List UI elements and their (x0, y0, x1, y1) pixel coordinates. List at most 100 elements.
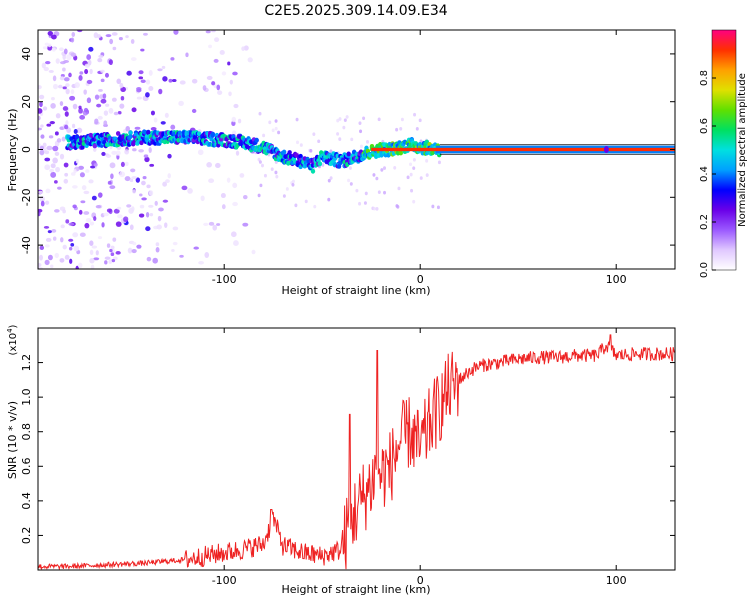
heatmap-noise-cell (229, 79, 233, 85)
heatmap-noise-cell (233, 103, 239, 109)
heatmap-noise-cell (38, 115, 41, 121)
heatmap-noise-cell (167, 173, 172, 179)
colorbar: 0.0 0.2 0.4 0.6 0.8 Normalized spectral ampl… (699, 29, 748, 278)
heatmap-noise-cell (115, 250, 121, 255)
heatmap-noise-cell (83, 190, 90, 195)
heatmap-noise-cell (90, 264, 95, 269)
heatmap-noise-cell (115, 150, 121, 156)
heatmap-noise-cell (98, 54, 104, 58)
heatmap-noise-cell (64, 111, 69, 117)
heatmap-noise-cell (149, 163, 155, 167)
heatmap-noise-cell (111, 259, 116, 263)
heatmap-noise-cell (153, 117, 158, 123)
heatmap-noise-cell (409, 162, 413, 167)
heatmap-noise-cell (366, 140, 370, 144)
heatmap-noise-cell (49, 121, 55, 125)
heatmap-noise-cell (150, 110, 155, 116)
heatmap-noise-cell (232, 182, 238, 189)
heatmap-noise-cell (81, 185, 87, 191)
heatmap-noise-cell (93, 257, 100, 261)
heatmap-noise-cell (406, 175, 410, 180)
heatmap-noise-cell (38, 85, 42, 90)
heatmap-steady-core (371, 147, 675, 152)
heatmap-noise-cell (38, 190, 44, 195)
heatmap-noise-cell (164, 222, 168, 228)
heatmap-noise-cell (242, 222, 249, 227)
heatmap-ridge-cell (317, 161, 323, 167)
heatmap-noise-cell (63, 60, 70, 63)
heatmap-noise-cell (111, 150, 117, 155)
heatmap-noise-cell (205, 30, 211, 34)
heatmap-noise-cell (44, 150, 50, 155)
spectrogram-panel: -100 0 100 -40 -20 0 20 40 Height of straight l… (6, 29, 676, 297)
heatmap-noise-cell (126, 204, 132, 208)
heatmap-noise-cell (47, 30, 54, 36)
heatmap-noise-cell (221, 204, 226, 210)
heatmap-noise-cell (47, 43, 52, 48)
heatmap-noise-cell (45, 188, 51, 194)
heatmap-noise-cell (358, 201, 362, 206)
heatmap-noise-cell (91, 195, 97, 201)
heatmap-noise-cell (343, 118, 347, 122)
colorbar-tick-label: 0.2 (699, 214, 710, 230)
y-tick-label: 0.6 (20, 458, 33, 476)
heatmap-noise-cell (160, 121, 166, 125)
heatmap-ridge-cell (210, 131, 216, 137)
heatmap-noise-cell (46, 145, 53, 151)
heatmap-noise-cell (39, 145, 44, 151)
heatmap-noise-cell (129, 178, 134, 183)
heatmap-noise-cell (40, 134, 45, 139)
heatmap-noise-cell (148, 86, 154, 91)
heatmap-noise-cell (42, 106, 48, 111)
heatmap-noise-cell (39, 254, 43, 261)
heatmap-noise-cell (187, 187, 193, 194)
heatmap-noise-cell (263, 173, 267, 178)
heatmap-noise-cell (162, 181, 167, 187)
heatmap-noise-cell (149, 212, 154, 217)
heatmap-noise-cell (72, 185, 78, 189)
heatmap-noise-cell (185, 52, 189, 58)
heatmap-noise-cell (105, 154, 112, 158)
heatmap-noise-cell (79, 232, 86, 237)
heatmap-noise-cell (338, 117, 342, 121)
heatmap-noise-cell (198, 260, 205, 265)
heatmap-noise-cell (233, 240, 239, 247)
heatmap-noise-cell (93, 216, 97, 221)
heatmap-noise-cell (258, 160, 262, 164)
heatmap-noise-cell (54, 151, 60, 156)
heatmap-noise-cell (104, 256, 111, 260)
heatmap-noise-cell (235, 150, 240, 156)
heatmap-noise-cell (271, 128, 275, 133)
heatmap-noise-cell (132, 148, 137, 152)
heatmap-noise-cell (181, 185, 188, 191)
heatmap-noise-cell (72, 103, 78, 110)
heatmap-noise-cell (109, 185, 116, 190)
heatmap-noise-cell (106, 243, 111, 248)
heatmap-noise-cell (336, 118, 340, 123)
snr-x-label: Height of straight line (km) (281, 583, 430, 596)
heatmap-noise-cell (277, 130, 281, 135)
heatmap-noise-cell (415, 127, 419, 131)
heatmap-ridge-cell (128, 130, 133, 136)
heatmap-ridge-cell (287, 150, 292, 155)
heatmap-noise-cell (89, 68, 93, 75)
heatmap-noise-cell (40, 200, 45, 207)
heatmap-noise-cell (83, 89, 87, 95)
heatmap-noise-cell (144, 156, 150, 163)
heatmap-noise-cell (103, 120, 108, 126)
heatmap-noise-cell (136, 88, 142, 93)
heatmap-noise-cell (62, 67, 66, 72)
heatmap-noise-cell (39, 94, 45, 100)
heatmap-noise-cell (124, 176, 131, 182)
heatmap-noise-cell (146, 256, 152, 262)
heatmap-noise-cell (78, 209, 83, 215)
heatmap-noise-cell (143, 154, 149, 158)
heatmap-noise-cell (62, 244, 67, 250)
heatmap-noise-cell (211, 30, 216, 33)
heatmap-noise-cell (172, 241, 178, 246)
heatmap-ridge-cell (281, 149, 287, 155)
spectrogram-axes: -100 0 100 -40 -20 0 20 40 (20, 30, 675, 286)
heatmap-noise-cell (112, 237, 117, 242)
heatmap-noise-cell (171, 78, 177, 83)
heatmap-noise-cell (50, 264, 54, 269)
